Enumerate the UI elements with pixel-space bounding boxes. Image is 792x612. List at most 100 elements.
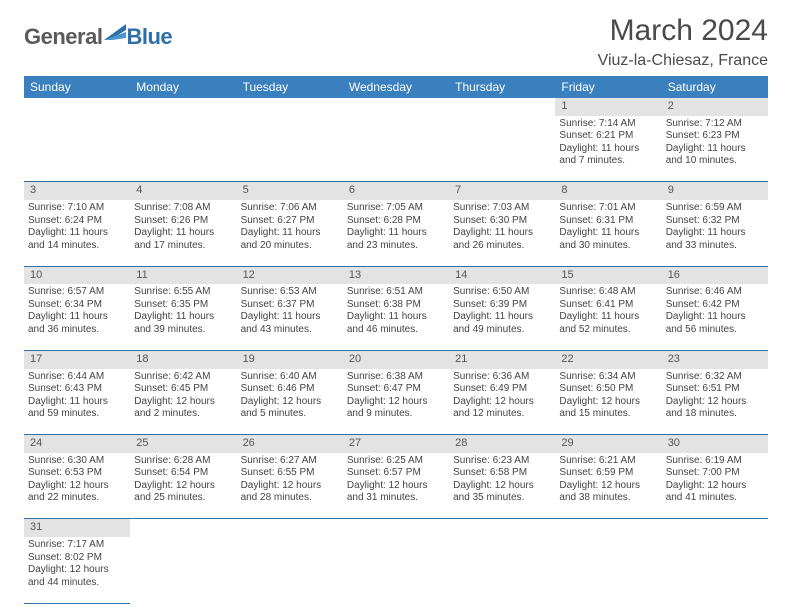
day-text: Sunrise: 6:32 AMSunset: 6:51 PMDaylight:… (666, 371, 764, 421)
day-number-cell: 26 (237, 435, 343, 453)
day-number-cell: 4 (130, 182, 236, 200)
day-data-cell: Sunrise: 7:03 AMSunset: 6:30 PMDaylight:… (449, 200, 555, 266)
day-data-cell: Sunrise: 6:36 AMSunset: 6:49 PMDaylight:… (449, 369, 555, 435)
day-data-cell: Sunrise: 6:42 AMSunset: 6:45 PMDaylight:… (130, 369, 236, 435)
day-header: Monday (130, 76, 236, 98)
day-header: Sunday (24, 76, 130, 98)
day-text: Sunrise: 6:38 AMSunset: 6:47 PMDaylight:… (347, 371, 445, 421)
day-data-cell: Sunrise: 7:06 AMSunset: 6:27 PMDaylight:… (237, 200, 343, 266)
day-text: Sunrise: 6:59 AMSunset: 6:32 PMDaylight:… (666, 202, 764, 252)
day-data-cell: Sunrise: 6:32 AMSunset: 6:51 PMDaylight:… (662, 369, 768, 435)
day-number-cell (555, 519, 661, 537)
day-text: Sunrise: 6:19 AMSunset: 7:00 PMDaylight:… (666, 455, 764, 505)
day-data-cell: Sunrise: 7:14 AMSunset: 6:21 PMDaylight:… (555, 116, 661, 182)
day-number-cell: 16 (662, 266, 768, 284)
day-number-cell (449, 98, 555, 116)
day-number-cell: 10 (24, 266, 130, 284)
day-text: Sunrise: 6:48 AMSunset: 6:41 PMDaylight:… (559, 286, 657, 336)
day-data-cell: Sunrise: 6:44 AMSunset: 6:43 PMDaylight:… (24, 369, 130, 435)
day-header-row: SundayMondayTuesdayWednesdayThursdayFrid… (24, 76, 768, 98)
flag-icon (104, 24, 126, 40)
day-number-cell (662, 519, 768, 537)
daynum-row: 31 (24, 519, 768, 537)
daynum-row: 10111213141516 (24, 266, 768, 284)
day-number-cell: 2 (662, 98, 768, 116)
daynum-row: 24252627282930 (24, 435, 768, 453)
day-number-cell: 31 (24, 519, 130, 537)
day-number-cell: 29 (555, 435, 661, 453)
day-number-cell: 12 (237, 266, 343, 284)
day-text: Sunrise: 7:06 AMSunset: 6:27 PMDaylight:… (241, 202, 339, 252)
logo: General Blue (24, 24, 172, 50)
day-number-cell: 24 (24, 435, 130, 453)
day-header: Saturday (662, 76, 768, 98)
day-data-cell (237, 116, 343, 182)
day-number-cell: 19 (237, 350, 343, 368)
logo-text-general: General (24, 24, 102, 50)
day-text: Sunrise: 6:44 AMSunset: 6:43 PMDaylight:… (28, 371, 126, 421)
day-text: Sunrise: 7:14 AMSunset: 6:21 PMDaylight:… (559, 118, 657, 168)
day-data-cell: Sunrise: 6:48 AMSunset: 6:41 PMDaylight:… (555, 284, 661, 350)
day-text: Sunrise: 6:23 AMSunset: 6:58 PMDaylight:… (453, 455, 551, 505)
day-number-cell: 30 (662, 435, 768, 453)
day-text: Sunrise: 6:28 AMSunset: 6:54 PMDaylight:… (134, 455, 232, 505)
day-number-cell: 17 (24, 350, 130, 368)
daynum-row: 3456789 (24, 182, 768, 200)
day-data-cell: Sunrise: 6:50 AMSunset: 6:39 PMDaylight:… (449, 284, 555, 350)
day-text: Sunrise: 7:10 AMSunset: 6:24 PMDaylight:… (28, 202, 126, 252)
day-text: Sunrise: 6:46 AMSunset: 6:42 PMDaylight:… (666, 286, 764, 336)
day-data-row: Sunrise: 7:10 AMSunset: 6:24 PMDaylight:… (24, 200, 768, 266)
day-data-cell: Sunrise: 6:46 AMSunset: 6:42 PMDaylight:… (662, 284, 768, 350)
day-text: Sunrise: 6:53 AMSunset: 6:37 PMDaylight:… (241, 286, 339, 336)
day-data-cell (130, 537, 236, 603)
day-text: Sunrise: 6:27 AMSunset: 6:55 PMDaylight:… (241, 455, 339, 505)
day-number-cell (130, 98, 236, 116)
day-data-cell: Sunrise: 6:51 AMSunset: 6:38 PMDaylight:… (343, 284, 449, 350)
day-number-cell: 14 (449, 266, 555, 284)
day-data-cell: Sunrise: 6:34 AMSunset: 6:50 PMDaylight:… (555, 369, 661, 435)
daynum-row: 12 (24, 98, 768, 116)
day-number-cell: 3 (24, 182, 130, 200)
logo-text-blue: Blue (126, 24, 172, 50)
day-data-cell: Sunrise: 6:25 AMSunset: 6:57 PMDaylight:… (343, 453, 449, 519)
day-data-cell: Sunrise: 6:40 AMSunset: 6:46 PMDaylight:… (237, 369, 343, 435)
day-data-cell: Sunrise: 6:28 AMSunset: 6:54 PMDaylight:… (130, 453, 236, 519)
day-text: Sunrise: 6:30 AMSunset: 6:53 PMDaylight:… (28, 455, 126, 505)
title-block: March 2024 Viuz-la-Chiesaz, France (598, 14, 768, 70)
day-number-cell (130, 519, 236, 537)
day-text: Sunrise: 7:08 AMSunset: 6:26 PMDaylight:… (134, 202, 232, 252)
day-data-row: Sunrise: 6:44 AMSunset: 6:43 PMDaylight:… (24, 369, 768, 435)
location: Viuz-la-Chiesaz, France (598, 52, 768, 70)
day-data-cell: Sunrise: 6:55 AMSunset: 6:35 PMDaylight:… (130, 284, 236, 350)
day-number-cell: 13 (343, 266, 449, 284)
day-data-row: Sunrise: 6:30 AMSunset: 6:53 PMDaylight:… (24, 453, 768, 519)
day-data-cell: Sunrise: 6:38 AMSunset: 6:47 PMDaylight:… (343, 369, 449, 435)
day-text: Sunrise: 6:25 AMSunset: 6:57 PMDaylight:… (347, 455, 445, 505)
day-number-cell: 15 (555, 266, 661, 284)
day-number-cell: 28 (449, 435, 555, 453)
day-text: Sunrise: 6:55 AMSunset: 6:35 PMDaylight:… (134, 286, 232, 336)
day-number-cell: 1 (555, 98, 661, 116)
header-row: General Blue March 2024 Viuz-la-Chiesaz,… (24, 14, 768, 70)
day-header: Tuesday (237, 76, 343, 98)
day-header: Thursday (449, 76, 555, 98)
day-text: Sunrise: 6:21 AMSunset: 6:59 PMDaylight:… (559, 455, 657, 505)
day-data-cell (343, 537, 449, 603)
day-data-cell: Sunrise: 6:27 AMSunset: 6:55 PMDaylight:… (237, 453, 343, 519)
day-text: Sunrise: 6:34 AMSunset: 6:50 PMDaylight:… (559, 371, 657, 421)
day-data-cell: Sunrise: 7:17 AMSunset: 8:02 PMDaylight:… (24, 537, 130, 603)
day-data-cell: Sunrise: 6:59 AMSunset: 6:32 PMDaylight:… (662, 200, 768, 266)
day-number-cell: 25 (130, 435, 236, 453)
day-data-cell (237, 537, 343, 603)
daynum-row: 17181920212223 (24, 350, 768, 368)
day-text: Sunrise: 7:17 AMSunset: 8:02 PMDaylight:… (28, 539, 126, 589)
day-data-cell: Sunrise: 6:23 AMSunset: 6:58 PMDaylight:… (449, 453, 555, 519)
calendar-table: SundayMondayTuesdayWednesdayThursdayFrid… (24, 76, 768, 604)
day-number-cell (237, 519, 343, 537)
day-data-cell: Sunrise: 7:10 AMSunset: 6:24 PMDaylight:… (24, 200, 130, 266)
day-data-cell: Sunrise: 6:21 AMSunset: 6:59 PMDaylight:… (555, 453, 661, 519)
day-number-cell: 9 (662, 182, 768, 200)
day-text: Sunrise: 6:40 AMSunset: 6:46 PMDaylight:… (241, 371, 339, 421)
day-text: Sunrise: 7:12 AMSunset: 6:23 PMDaylight:… (666, 118, 764, 168)
day-number-cell: 23 (662, 350, 768, 368)
